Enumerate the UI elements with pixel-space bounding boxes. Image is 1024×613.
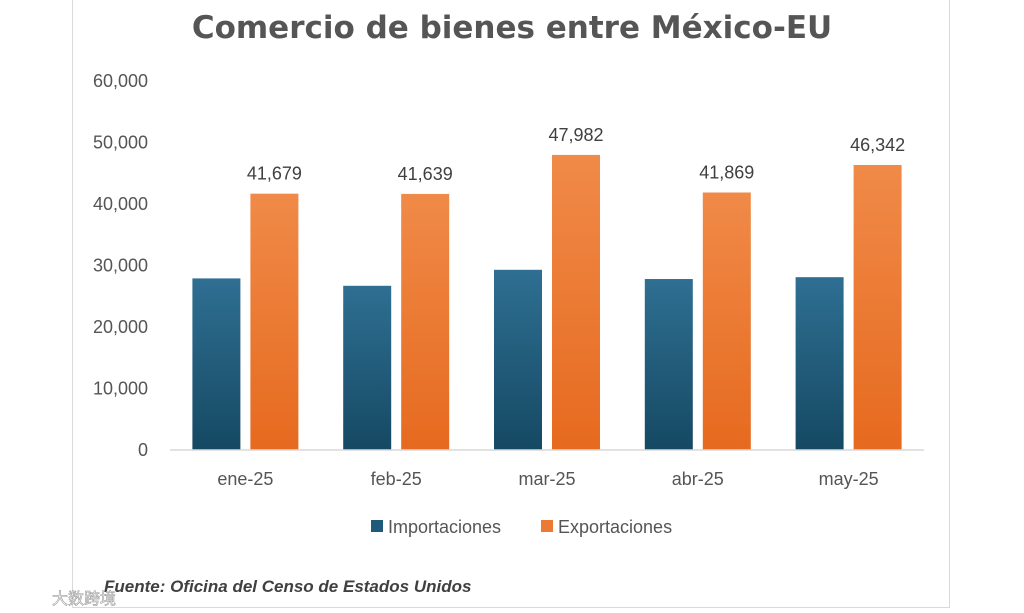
x-tick-label: feb-25 bbox=[371, 469, 422, 489]
bars bbox=[192, 154, 902, 451]
y-tick-label: 0 bbox=[138, 440, 148, 460]
x-tick-label: mar-25 bbox=[518, 469, 575, 489]
legend-label-exportaciones: Exportaciones bbox=[558, 517, 672, 537]
bar-exportaciones-ene-25 bbox=[250, 193, 299, 451]
bar-importaciones-feb-25 bbox=[343, 285, 392, 450]
bar-exportaciones-may-25 bbox=[853, 164, 902, 450]
data-label: 41,679 bbox=[247, 164, 302, 184]
bar-importaciones-abr-25 bbox=[644, 279, 693, 450]
bar-exportaciones-abr-25 bbox=[702, 192, 751, 450]
legend: Importaciones Exportaciones bbox=[371, 517, 672, 537]
data-label: 41,639 bbox=[398, 164, 453, 184]
source-note: Fuente: Oficina del Censo de Estados Uni… bbox=[104, 577, 471, 596]
x-tick-label: may-25 bbox=[819, 469, 879, 489]
legend-swatch-exportaciones bbox=[541, 520, 553, 532]
data-label: 47,982 bbox=[548, 125, 603, 145]
watermark: 大数跨境 bbox=[52, 589, 116, 608]
y-tick-label: 60,000 bbox=[93, 71, 148, 91]
bar-exportaciones-feb-25 bbox=[401, 193, 450, 450]
x-tick-label: abr-25 bbox=[672, 469, 724, 489]
chart-title: Comercio de bienes entre México-EU bbox=[192, 10, 832, 46]
legend-swatch-importaciones bbox=[371, 520, 383, 532]
bar-importaciones-mar-25 bbox=[494, 269, 542, 450]
y-tick-label: 30,000 bbox=[93, 256, 148, 276]
y-tick-label: 50,000 bbox=[93, 133, 148, 153]
data-label: 41,869 bbox=[699, 163, 754, 183]
y-tick-label: 20,000 bbox=[93, 317, 148, 337]
bar-exportaciones-mar-25 bbox=[552, 154, 600, 450]
bar-importaciones-may-25 bbox=[795, 277, 844, 450]
x-axis: ene-25 feb-25 mar-25 abr-25 may-25 bbox=[170, 449, 924, 489]
bar-importaciones-ene-25 bbox=[192, 278, 241, 450]
data-labels: 41,679 41,639 47,982 41,869 46,342 bbox=[247, 125, 905, 184]
y-tick-label: 40,000 bbox=[93, 194, 148, 214]
data-label: 46,342 bbox=[850, 135, 905, 155]
x-tick-label: ene-25 bbox=[217, 469, 273, 489]
chart-frame bbox=[72, 0, 950, 608]
y-tick-label: 10,000 bbox=[93, 379, 148, 399]
legend-label-importaciones: Importaciones bbox=[388, 517, 501, 537]
y-axis: 0 10,000 20,000 30,000 40,000 50,000 60,000 bbox=[93, 71, 148, 460]
